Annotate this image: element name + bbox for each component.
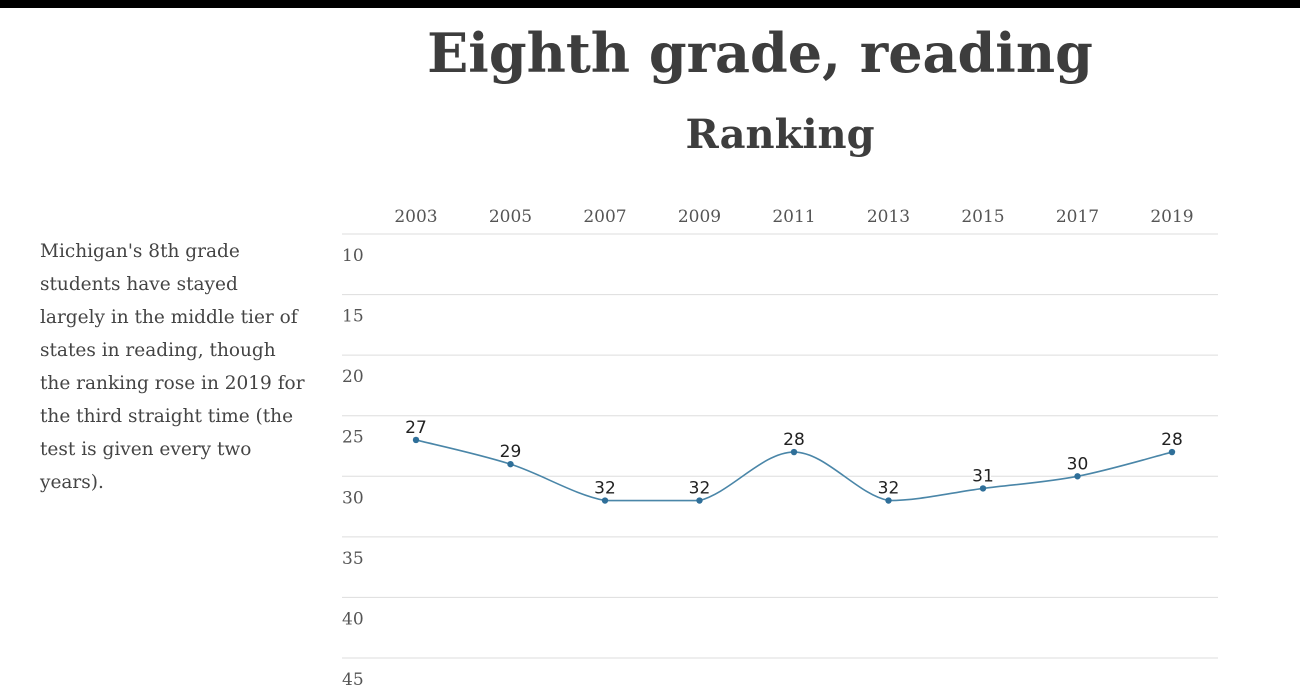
data-point <box>1168 448 1176 456</box>
data-label: 32 <box>689 479 711 499</box>
y-tick-label: 30 <box>342 488 364 508</box>
y-tick-label: 45 <box>342 670 364 690</box>
data-label: 28 <box>783 430 805 450</box>
data-label: 28 <box>1161 430 1183 450</box>
data-point <box>696 497 703 504</box>
y-tick-label: 25 <box>342 428 364 448</box>
y-tick-label: 40 <box>342 609 364 629</box>
x-tick-label: 2003 <box>394 207 437 227</box>
y-tick-label: 35 <box>342 549 364 569</box>
x-tick-label: 2005 <box>489 207 532 227</box>
x-tick-label: 2013 <box>867 207 910 227</box>
data-label: 29 <box>500 442 522 462</box>
x-tick-label: 2015 <box>961 207 1004 227</box>
data-point <box>601 497 609 504</box>
y-tick-label: 15 <box>342 307 364 327</box>
chart-subtitle: Ranking <box>685 111 875 158</box>
data-label: 32 <box>878 479 900 499</box>
top-bar <box>0 0 1300 8</box>
y-tick-label: 20 <box>342 367 364 387</box>
data-label: 31 <box>972 466 994 486</box>
data-label: 27 <box>405 418 427 438</box>
data-point <box>790 448 798 456</box>
data-point <box>885 497 892 504</box>
data-label: 32 <box>594 479 616 499</box>
x-tick-label: 2017 <box>1056 207 1099 227</box>
data-point <box>507 460 514 468</box>
data-point <box>412 436 420 444</box>
data-point <box>1074 473 1081 480</box>
x-tick-label: 2019 <box>1150 207 1193 227</box>
x-tick-label: 2011 <box>772 207 815 227</box>
chart-title: Eighth grade, reading <box>427 21 1093 85</box>
y-tick-label: 10 <box>342 246 364 266</box>
data-label: 30 <box>1067 454 1089 474</box>
x-tick-label: 2007 <box>583 207 626 227</box>
data-point <box>979 485 987 492</box>
chart-description: Michigan's 8th grade students have staye… <box>40 241 305 493</box>
x-tick-label: 2009 <box>678 207 721 227</box>
